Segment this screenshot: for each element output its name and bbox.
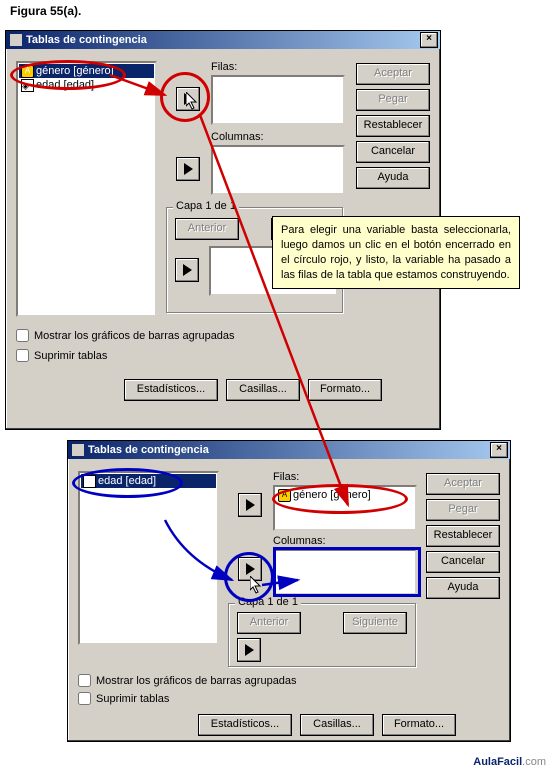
nominal-icon: A bbox=[21, 65, 34, 78]
variable-listbox-2[interactable]: edad [edad] bbox=[78, 471, 219, 645]
casillas-button-2[interactable]: Casillas... bbox=[300, 714, 374, 736]
check-barras-2[interactable]: Mostrar los gráficos de barras agrupadas bbox=[78, 674, 297, 687]
formato-button-1[interactable]: Formato... bbox=[308, 379, 382, 401]
check-suprimir-input-2[interactable] bbox=[78, 692, 91, 705]
list-item-edad-2[interactable]: edad [edad] bbox=[81, 474, 216, 488]
nominal-icon: A bbox=[278, 489, 291, 502]
check-barras-1[interactable]: Mostrar los gráficos de barras agrupadas bbox=[16, 329, 235, 342]
watermark: AulaFacil.com bbox=[473, 756, 546, 768]
aceptar-button-2: Aceptar bbox=[426, 473, 500, 495]
estadisticos-button-2[interactable]: Estadísticos... bbox=[198, 714, 292, 736]
columnas-box-1[interactable] bbox=[211, 145, 345, 195]
label-columnas-2: Columnas: bbox=[273, 535, 326, 547]
casillas-button-1[interactable]: Casillas... bbox=[226, 379, 300, 401]
title-text-1: Tablas de contingencia bbox=[26, 34, 147, 46]
filas-box-2[interactable]: Agénero [género] bbox=[273, 485, 417, 531]
move-to-filas-button-2[interactable] bbox=[238, 493, 262, 517]
label-capa-1: Capa 1 de 1 bbox=[173, 200, 239, 212]
close-icon[interactable]: × bbox=[420, 32, 438, 48]
list-item-genero[interactable]: Agénero [género] bbox=[19, 64, 154, 78]
label-columnas-1: Columnas: bbox=[211, 131, 264, 143]
capa-group-2: Capa 1 de 1 Anterior Siguiente bbox=[228, 603, 416, 667]
titlebar-1: Tablas de contingencia × bbox=[6, 31, 440, 49]
variable-listbox-1[interactable]: Agénero [género] edad [edad] bbox=[16, 61, 157, 317]
aceptar-button-1: Aceptar bbox=[356, 63, 430, 85]
move-to-columnas-button-1[interactable] bbox=[176, 157, 200, 181]
filas-item-genero[interactable]: Agénero [género] bbox=[276, 488, 414, 502]
check-barras-input-1[interactable] bbox=[16, 329, 29, 342]
anterior-button-1: Anterior bbox=[175, 218, 239, 240]
dialog-crosstabs-2: Tablas de contingencia × edad [edad] Fil… bbox=[67, 440, 511, 742]
cancelar-button-1[interactable]: Cancelar bbox=[356, 141, 430, 163]
cursor-icon-1 bbox=[186, 92, 202, 112]
anterior-button-2: Anterior bbox=[237, 612, 301, 634]
pegar-button-1: Pegar bbox=[356, 89, 430, 111]
app-icon bbox=[72, 444, 84, 456]
scale-icon bbox=[21, 79, 34, 92]
app-icon bbox=[10, 34, 22, 46]
check-suprimir-input-1[interactable] bbox=[16, 349, 29, 362]
restablecer-button-2[interactable]: Restablecer bbox=[426, 525, 500, 547]
label-filas-2: Filas: bbox=[273, 471, 299, 483]
columnas-box-2[interactable] bbox=[273, 549, 417, 595]
siguiente-button-2: Siguiente bbox=[343, 612, 407, 634]
formato-button-2[interactable]: Formato... bbox=[382, 714, 456, 736]
check-suprimir-1[interactable]: Suprimir tablas bbox=[16, 349, 107, 362]
check-barras-input-2[interactable] bbox=[78, 674, 91, 687]
scale-icon bbox=[83, 475, 96, 488]
figure-label: Figura 55(a). bbox=[10, 4, 81, 18]
check-suprimir-2[interactable]: Suprimir tablas bbox=[78, 692, 169, 705]
list-item-edad[interactable]: edad [edad] bbox=[19, 78, 154, 92]
close-icon[interactable]: × bbox=[490, 442, 508, 458]
restablecer-button-1[interactable]: Restablecer bbox=[356, 115, 430, 137]
cancelar-button-2[interactable]: Cancelar bbox=[426, 551, 500, 573]
instruction-tooltip: Para elegir una variable basta seleccion… bbox=[272, 216, 520, 289]
estadisticos-button-1[interactable]: Estadísticos... bbox=[124, 379, 218, 401]
cursor-icon-2 bbox=[250, 576, 266, 596]
filas-box-1[interactable] bbox=[211, 75, 345, 125]
label-capa-2: Capa 1 de 1 bbox=[235, 596, 301, 608]
title-text-2: Tablas de contingencia bbox=[88, 444, 209, 456]
ayuda-button-1[interactable]: Ayuda bbox=[356, 167, 430, 189]
ayuda-button-2[interactable]: Ayuda bbox=[426, 577, 500, 599]
move-to-capa-button-1[interactable] bbox=[175, 258, 199, 282]
label-filas-1: Filas: bbox=[211, 61, 237, 73]
pegar-button-2: Pegar bbox=[426, 499, 500, 521]
move-to-capa-button-2[interactable] bbox=[237, 638, 261, 662]
titlebar-2: Tablas de contingencia × bbox=[68, 441, 510, 459]
